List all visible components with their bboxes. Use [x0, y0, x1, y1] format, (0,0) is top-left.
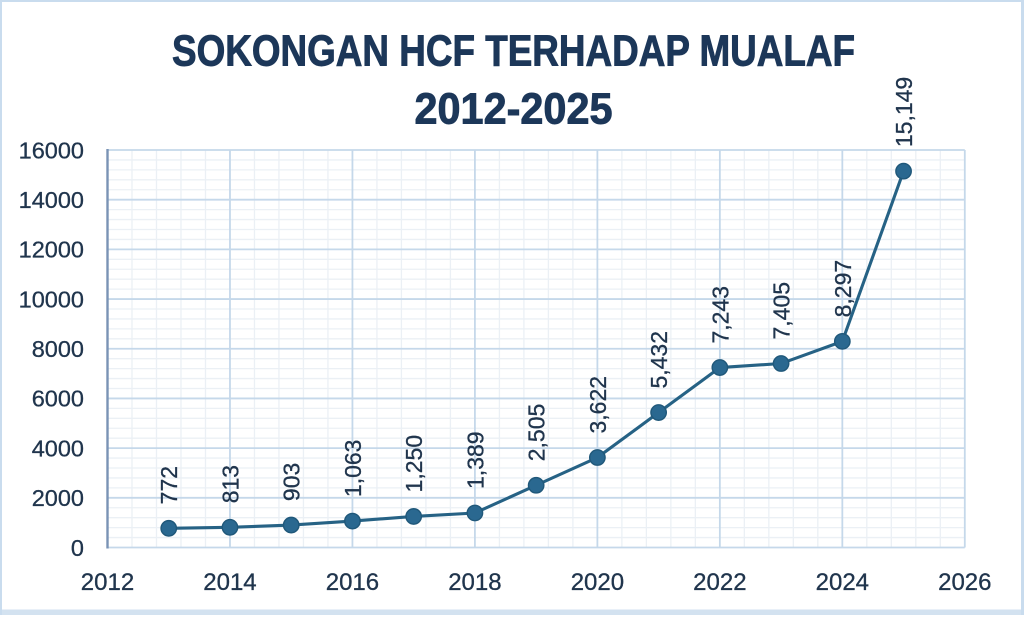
svg-text:2020: 2020 [571, 569, 624, 596]
svg-text:16000: 16000 [19, 137, 84, 163]
svg-text:15,149: 15,149 [891, 77, 917, 147]
svg-text:903: 903 [279, 463, 305, 501]
svg-text:6000: 6000 [32, 386, 84, 412]
svg-text:2000: 2000 [32, 485, 84, 511]
svg-text:1,389: 1,389 [462, 431, 488, 489]
svg-text:2,505: 2,505 [524, 404, 550, 462]
svg-text:2014: 2014 [203, 569, 256, 596]
svg-text:2022: 2022 [693, 569, 746, 596]
svg-text:2024: 2024 [816, 569, 869, 596]
svg-text:1,063: 1,063 [340, 440, 366, 498]
svg-text:2012: 2012 [81, 569, 134, 596]
svg-text:2026: 2026 [938, 569, 991, 596]
svg-text:3,622: 3,622 [585, 376, 611, 434]
svg-text:4000: 4000 [32, 435, 84, 461]
svg-text:1,250: 1,250 [401, 435, 427, 493]
svg-text:8000: 8000 [32, 336, 84, 362]
svg-text:7,243: 7,243 [707, 286, 733, 344]
svg-text:12000: 12000 [19, 237, 84, 263]
svg-text:7,405: 7,405 [769, 282, 795, 340]
svg-text:2016: 2016 [326, 569, 379, 596]
svg-text:772: 772 [156, 466, 182, 504]
svg-text:5,432: 5,432 [646, 331, 672, 389]
svg-text:14000: 14000 [19, 187, 84, 213]
svg-text:8,297: 8,297 [830, 260, 856, 318]
svg-text:0: 0 [71, 535, 84, 561]
svg-text:2012-2025: 2012-2025 [415, 86, 613, 134]
svg-text:10000: 10000 [19, 286, 84, 312]
svg-text:SOKONGAN HCF TERHADAP MUALAF: SOKONGAN HCF TERHADAP MUALAF [172, 28, 855, 76]
svg-text:2018: 2018 [448, 569, 501, 596]
svg-text:813: 813 [217, 465, 243, 503]
